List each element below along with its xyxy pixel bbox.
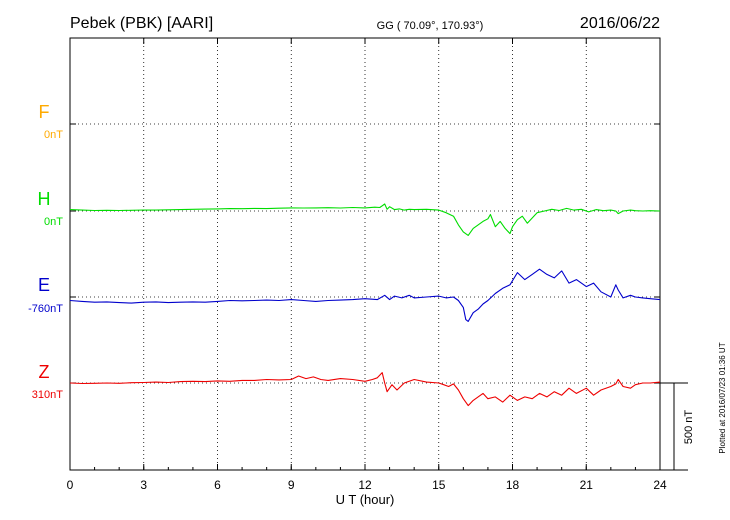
x-tick-label: 12 <box>358 478 372 492</box>
component-label-h: H <box>38 189 51 209</box>
x-tick-label: 3 <box>140 478 147 492</box>
x-tick-label: 9 <box>288 478 295 492</box>
x-tick-label: 0 <box>67 478 74 492</box>
component-label-e: E <box>38 275 50 295</box>
x-tick-label: 21 <box>580 478 594 492</box>
x-tick-label: 6 <box>214 478 221 492</box>
scale-bar: 500 nT <box>660 382 695 471</box>
chart-date: 2016/06/22 <box>580 15 660 32</box>
x-axis-label: U T (hour) <box>336 492 395 507</box>
x-axis-ticks: 0 3 6 9 12 15 18 21 24 <box>67 38 667 492</box>
baseline-label-f: 0nT <box>44 129 63 141</box>
baseline-label-e: -760nT <box>28 303 63 315</box>
plotted-timestamp: Plotted at 2016/07/23 01:36 UT <box>718 342 727 453</box>
series-line-z <box>69 372 661 407</box>
baseline-label-h: 0nT <box>44 216 63 228</box>
series-lines <box>69 203 661 407</box>
x-tick-label: 18 <box>506 478 520 492</box>
baseline-label-z: 310nT <box>32 389 63 401</box>
chart-title: Pebek (PBK) [AARI] <box>70 15 213 32</box>
chart-subtitle: GG ( 70.09°, 170.93°) <box>377 20 484 32</box>
component-label-z: Z <box>39 362 50 382</box>
series-line-h <box>69 203 661 236</box>
component-label-f: F <box>39 102 50 122</box>
grid-lines <box>143 38 587 470</box>
scale-bar-label: 500 nT <box>683 410 695 445</box>
series-labels: F 0nT H 0nT E -760nT Z 310nT <box>28 102 63 401</box>
x-tick-label: 24 <box>653 478 667 492</box>
series-line-e <box>69 268 661 322</box>
x-tick-label: 15 <box>432 478 446 492</box>
series-baselines <box>70 123 660 384</box>
